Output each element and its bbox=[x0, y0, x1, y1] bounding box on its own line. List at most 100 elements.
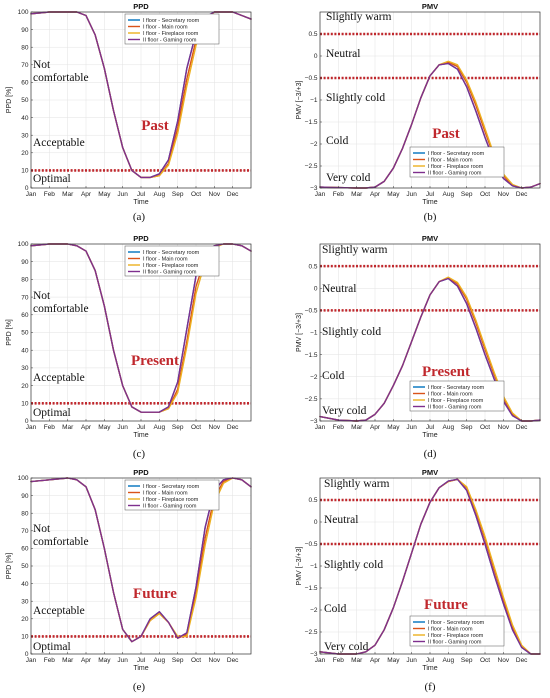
legend-entry: II floor - Gaming room bbox=[143, 504, 197, 510]
subfigure-caption: (a) bbox=[133, 211, 146, 223]
x-tick-label: Oct bbox=[191, 191, 201, 198]
x-tick-label: Apr bbox=[370, 424, 381, 431]
x-tick-label: Aug bbox=[154, 191, 166, 198]
y-tick-label: 0.5 bbox=[308, 31, 317, 38]
y-tick-label: −3 bbox=[310, 185, 318, 192]
x-tick-label: Feb bbox=[333, 191, 345, 198]
x-tick-label: Aug bbox=[443, 191, 455, 198]
chart-title: PMV bbox=[422, 2, 438, 11]
x-tick-label: Jul bbox=[426, 191, 435, 198]
zone-label: Optimal bbox=[33, 641, 71, 653]
legend-entry: I floor - Fireplace room bbox=[143, 263, 199, 269]
x-tick-label: Mar bbox=[62, 657, 74, 664]
y-tick-label: 70 bbox=[21, 528, 29, 535]
y-tick-label: −1.5 bbox=[305, 352, 318, 359]
legend-box bbox=[409, 615, 505, 647]
x-tick-label: Jan bbox=[26, 191, 37, 198]
zone-label: Slightly cold bbox=[322, 326, 381, 338]
y-tick-label: −1 bbox=[310, 563, 318, 570]
y-tick-label: −3 bbox=[310, 418, 318, 425]
legend-entry: I floor - Fireplace room bbox=[428, 398, 484, 404]
x-tick-label: Jun bbox=[117, 657, 128, 664]
x-axis-label: Time bbox=[422, 432, 437, 439]
legend-entry: I floor - Secretary room bbox=[143, 18, 200, 24]
chart-a: 0 10 20 30 40 50 60 70 80 90 100 Jan Feb Mar Apr May Jun… bbox=[6, 2, 252, 223]
x-tick-label: Jun bbox=[117, 424, 128, 431]
legend-entry: I floor - Main room bbox=[428, 158, 473, 164]
x-tick-label: Jul bbox=[426, 424, 435, 431]
y-tick-label: 20 bbox=[21, 383, 29, 390]
zone-label: Not comfortable bbox=[33, 523, 89, 548]
legend-box bbox=[124, 13, 220, 45]
zone-label: Cold bbox=[324, 603, 347, 615]
series-line bbox=[319, 478, 541, 655]
series-line bbox=[319, 62, 541, 189]
y-axis-label: PPD [%] bbox=[6, 553, 13, 580]
x-tick-label: Apr bbox=[81, 657, 92, 664]
y-tick-label: −3 bbox=[310, 651, 318, 658]
subfigure-caption: (f) bbox=[425, 681, 436, 693]
y-tick-label: 50 bbox=[21, 563, 29, 570]
zone-label: Neutral bbox=[324, 514, 358, 526]
x-tick-label: Jan bbox=[26, 424, 37, 431]
x-tick-label: Nov bbox=[209, 191, 221, 198]
era-label: Past bbox=[432, 126, 460, 142]
series-line bbox=[319, 277, 541, 422]
x-tick-label: Apr bbox=[370, 191, 381, 198]
era-label: Future bbox=[424, 597, 468, 613]
legend-entry: I floor - Fireplace room bbox=[143, 497, 199, 503]
y-tick-label: 0.5 bbox=[308, 497, 317, 504]
y-tick-label: 40 bbox=[21, 347, 29, 354]
x-tick-label: Jul bbox=[137, 191, 146, 198]
legend-entry: II floor - Gaming room bbox=[428, 640, 482, 646]
x-tick-label: Aug bbox=[154, 424, 166, 431]
y-tick-label: 100 bbox=[18, 475, 29, 482]
legend-entry: I floor - Main room bbox=[428, 627, 473, 633]
y-tick-label: −1.5 bbox=[305, 585, 318, 592]
y-tick-label: −2.5 bbox=[305, 163, 318, 170]
y-tick-label: 70 bbox=[21, 294, 29, 301]
y-tick-label: −0.5 bbox=[305, 75, 318, 82]
legend-entry: I floor - Fireplace room bbox=[143, 31, 199, 37]
x-tick-label: Apr bbox=[81, 424, 92, 431]
chart-d: −3 −2.5 −2 −1.5 −1 −0.5 0 0.5 Jan Feb Mar Apr May Jun… bbox=[296, 234, 541, 460]
x-tick-label: Dec bbox=[227, 657, 239, 664]
y-tick-label: 40 bbox=[21, 115, 29, 122]
x-tick-label: Aug bbox=[154, 657, 166, 664]
x-tick-label: May bbox=[387, 657, 400, 664]
x-tick-label: Oct bbox=[191, 657, 201, 664]
zone-label: Not comfortable bbox=[33, 59, 89, 84]
zone-label: Acceptable bbox=[33, 372, 85, 384]
x-axis-label: Time bbox=[133, 432, 148, 439]
x-tick-label: Mar bbox=[62, 191, 74, 198]
y-axis-label: PPD [%] bbox=[6, 319, 13, 346]
zone-label: Slightly warm bbox=[324, 478, 390, 490]
y-tick-label: 50 bbox=[21, 330, 29, 337]
legend-entry: I floor - Fireplace room bbox=[428, 633, 484, 639]
legend-entry: I floor - Main room bbox=[428, 392, 473, 398]
x-tick-label: Jan bbox=[315, 657, 326, 664]
y-tick-label: 0.5 bbox=[308, 263, 317, 270]
y-tick-label: 0 bbox=[314, 519, 318, 526]
zone-label: Cold bbox=[326, 135, 349, 147]
zone-label: Slightly cold bbox=[324, 559, 383, 571]
x-tick-label: Jun bbox=[406, 424, 417, 431]
x-tick-label: May bbox=[387, 191, 400, 198]
x-tick-label: Nov bbox=[498, 191, 510, 198]
y-tick-label: 100 bbox=[18, 241, 29, 248]
y-tick-label: −2.5 bbox=[305, 396, 318, 403]
y-tick-label: 80 bbox=[21, 510, 29, 517]
chart-e: 0 10 20 30 40 50 60 70 80 90 100 Jan Feb Mar Apr May Jun… bbox=[6, 468, 252, 693]
x-tick-label: Nov bbox=[498, 657, 510, 664]
zone-label: Slightly warm bbox=[322, 244, 388, 256]
x-tick-label: May bbox=[98, 657, 111, 664]
y-tick-label: 80 bbox=[21, 44, 29, 51]
series-line bbox=[30, 243, 252, 413]
x-axis-label: Time bbox=[422, 199, 437, 206]
y-tick-label: 50 bbox=[21, 97, 29, 104]
y-tick-label: −2 bbox=[310, 141, 318, 148]
y-tick-label: 90 bbox=[21, 493, 29, 500]
chart-title: PMV bbox=[422, 468, 438, 477]
